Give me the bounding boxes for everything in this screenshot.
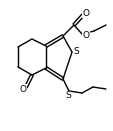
Text: O: O xyxy=(82,9,89,18)
Text: S: S xyxy=(65,91,70,100)
Text: O: O xyxy=(19,84,26,94)
Text: O: O xyxy=(82,31,89,40)
Text: S: S xyxy=(72,47,78,56)
